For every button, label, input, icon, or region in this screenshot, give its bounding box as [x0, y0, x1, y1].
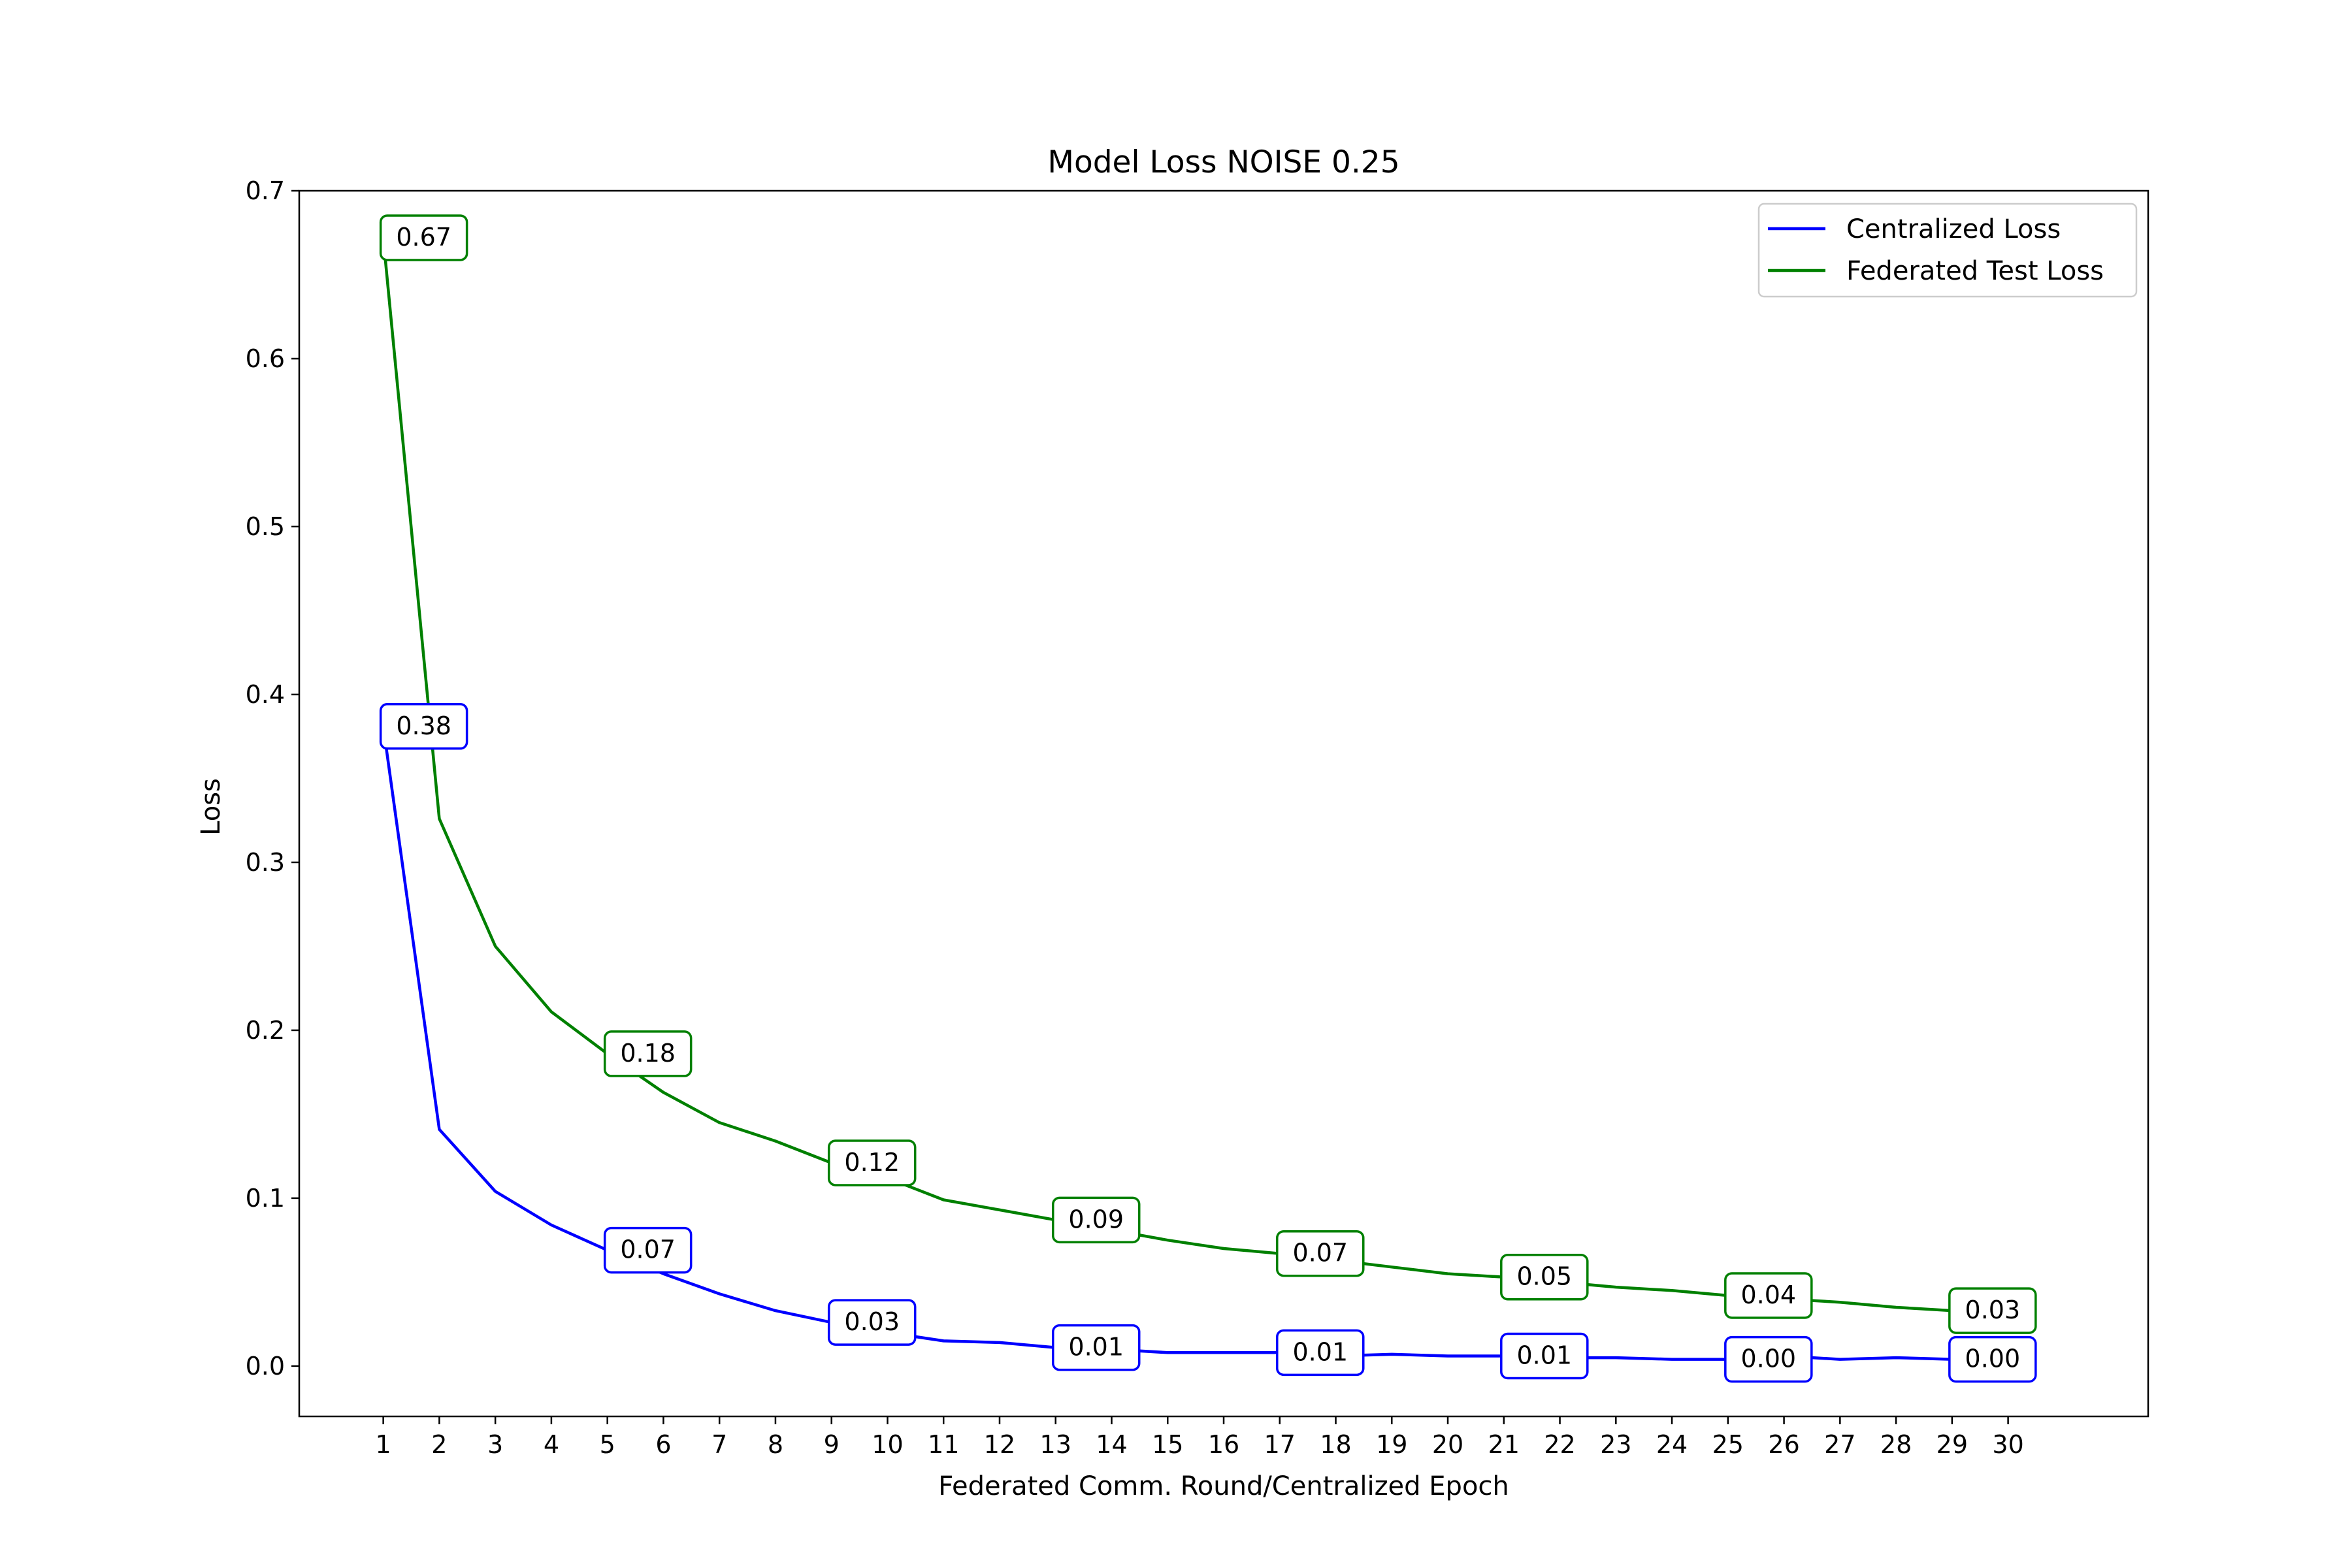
x-tick-label: 18: [1320, 1430, 1351, 1459]
x-tick-label: 20: [1432, 1430, 1463, 1459]
x-tick-label: 13: [1040, 1430, 1071, 1459]
data-label-box: [1724, 1272, 1813, 1319]
data-label-box: [1276, 1329, 1365, 1377]
x-tick-label: 19: [1376, 1430, 1407, 1459]
axes-frame: [298, 189, 2149, 1418]
data-label-text: 0.07: [620, 1235, 676, 1264]
y-tick-label: 0.3: [246, 848, 285, 877]
chart-title: Model Loss NOISE 0.25: [1047, 144, 1399, 180]
data-label-box: [827, 1299, 917, 1346]
data-label: 0.03: [1948, 1287, 2037, 1334]
data-label-text: 0.18: [620, 1039, 676, 1068]
x-tick-label: 26: [1768, 1430, 1799, 1459]
legend-entry-label: Federated Test Loss: [1846, 256, 2104, 286]
data-label-box: [1276, 1230, 1365, 1277]
x-tick-label: 30: [1992, 1430, 2023, 1459]
data-label: 0.04: [1724, 1272, 1813, 1319]
x-tick-label: 8: [768, 1430, 783, 1459]
x-tick-label: 3: [487, 1430, 503, 1459]
data-label: 0.01: [1051, 1324, 1141, 1371]
x-tick-label: 28: [1880, 1430, 1912, 1459]
data-label: 0.12: [827, 1139, 917, 1186]
legend-frame: [1757, 203, 2138, 298]
data-label: 0.05: [1500, 1253, 1589, 1301]
data-label-text: 0.04: [1741, 1281, 1797, 1309]
x-tick-label: 9: [824, 1430, 840, 1459]
data-label-text: 0.09: [1068, 1205, 1124, 1233]
x-tick-label: 14: [1096, 1430, 1127, 1459]
x-tick-label: 25: [1712, 1430, 1744, 1459]
data-label-box: [827, 1139, 917, 1186]
data-label-text: 0.01: [1068, 1333, 1124, 1362]
data-label-text: 0.01: [1516, 1341, 1572, 1369]
data-label: 0.09: [1051, 1196, 1141, 1244]
data-label: 0.07: [603, 1226, 693, 1274]
data-label: 0.00: [1724, 1335, 1813, 1383]
data-label-box: [379, 703, 468, 750]
x-tick-label: 11: [928, 1430, 959, 1459]
x-tick-label: 29: [1936, 1430, 1968, 1459]
x-tick-label: 15: [1152, 1430, 1183, 1459]
x-tick-label: 24: [1656, 1430, 1688, 1459]
x-tick-label: 5: [600, 1430, 615, 1459]
data-label: 0.01: [1500, 1332, 1589, 1380]
x-tick-label: 16: [1208, 1430, 1239, 1459]
y-tick-label: 0.4: [246, 680, 285, 709]
y-tick-label: 0.7: [246, 176, 285, 205]
data-label-text: 0.12: [844, 1148, 900, 1177]
data-label-text: 0.00: [1965, 1345, 2021, 1373]
data-label-text: 0.67: [396, 223, 451, 252]
x-tick-label: 7: [711, 1430, 727, 1459]
x-tick-label: 17: [1264, 1430, 1296, 1459]
x-tick-label: 2: [431, 1430, 447, 1459]
data-label-text: 0.07: [1292, 1239, 1348, 1267]
data-label: 0.00: [1948, 1335, 2037, 1383]
data-label-box: [603, 1226, 693, 1274]
x-tick-label: 22: [1544, 1430, 1575, 1459]
data-label: 0.03: [827, 1299, 917, 1346]
x-tick-label: 27: [1824, 1430, 1855, 1459]
x-tick-label: 4: [544, 1430, 559, 1459]
data-label-text: 0.00: [1741, 1345, 1797, 1373]
data-label-box: [379, 214, 468, 261]
x-tick-label: 21: [1488, 1430, 1520, 1459]
data-label-text: 0.03: [844, 1307, 900, 1336]
y-tick-label: 0.6: [246, 344, 285, 373]
y-tick-label: 0.2: [246, 1016, 285, 1045]
data-label-text: 0.38: [396, 711, 451, 740]
x-tick-label: 23: [1600, 1430, 1631, 1459]
y-tick-label: 0.5: [246, 512, 285, 541]
data-label-box: [1051, 1196, 1141, 1244]
data-label-box: [1948, 1287, 2037, 1334]
x-tick-label: 1: [376, 1430, 391, 1459]
x-tick-label: 10: [872, 1430, 903, 1459]
x-axis-label: Federated Comm. Round/Centralized Epoch: [938, 1471, 1509, 1501]
data-label: 0.01: [1276, 1329, 1365, 1377]
data-label-text: 0.01: [1292, 1337, 1348, 1366]
y-tick-label: 0.0: [246, 1352, 285, 1380]
data-label: 0.67: [379, 214, 468, 261]
data-label: 0.07: [1276, 1230, 1365, 1277]
plot-area: 1 2 3 4 5 6 7 8 9 10 11 12 13 14 15 16 17 18 19 20 21 22 23 24 2…: [246, 176, 2149, 1459]
data-label-box: [1948, 1335, 2037, 1383]
data-label: 0.18: [603, 1030, 693, 1077]
data-label-box: [1724, 1335, 1813, 1383]
data-label: 0.38: [379, 703, 468, 750]
data-label-box: [603, 1030, 693, 1077]
data-label-text: 0.03: [1965, 1296, 2021, 1324]
x-tick-label: 6: [655, 1430, 671, 1459]
data-label-box: [1500, 1332, 1589, 1380]
legend: Centralized Loss Federated Test Loss: [1757, 203, 2138, 298]
legend-entry-label: Centralized Loss: [1846, 214, 2061, 244]
data-label-box: [1500, 1253, 1589, 1301]
y-tick-label: 0.1: [246, 1184, 285, 1213]
data-label-text: 0.05: [1516, 1262, 1572, 1291]
x-tick-label: 12: [984, 1430, 1015, 1459]
y-axis-label: Loss: [196, 778, 226, 836]
data-label-box: [1051, 1324, 1141, 1371]
